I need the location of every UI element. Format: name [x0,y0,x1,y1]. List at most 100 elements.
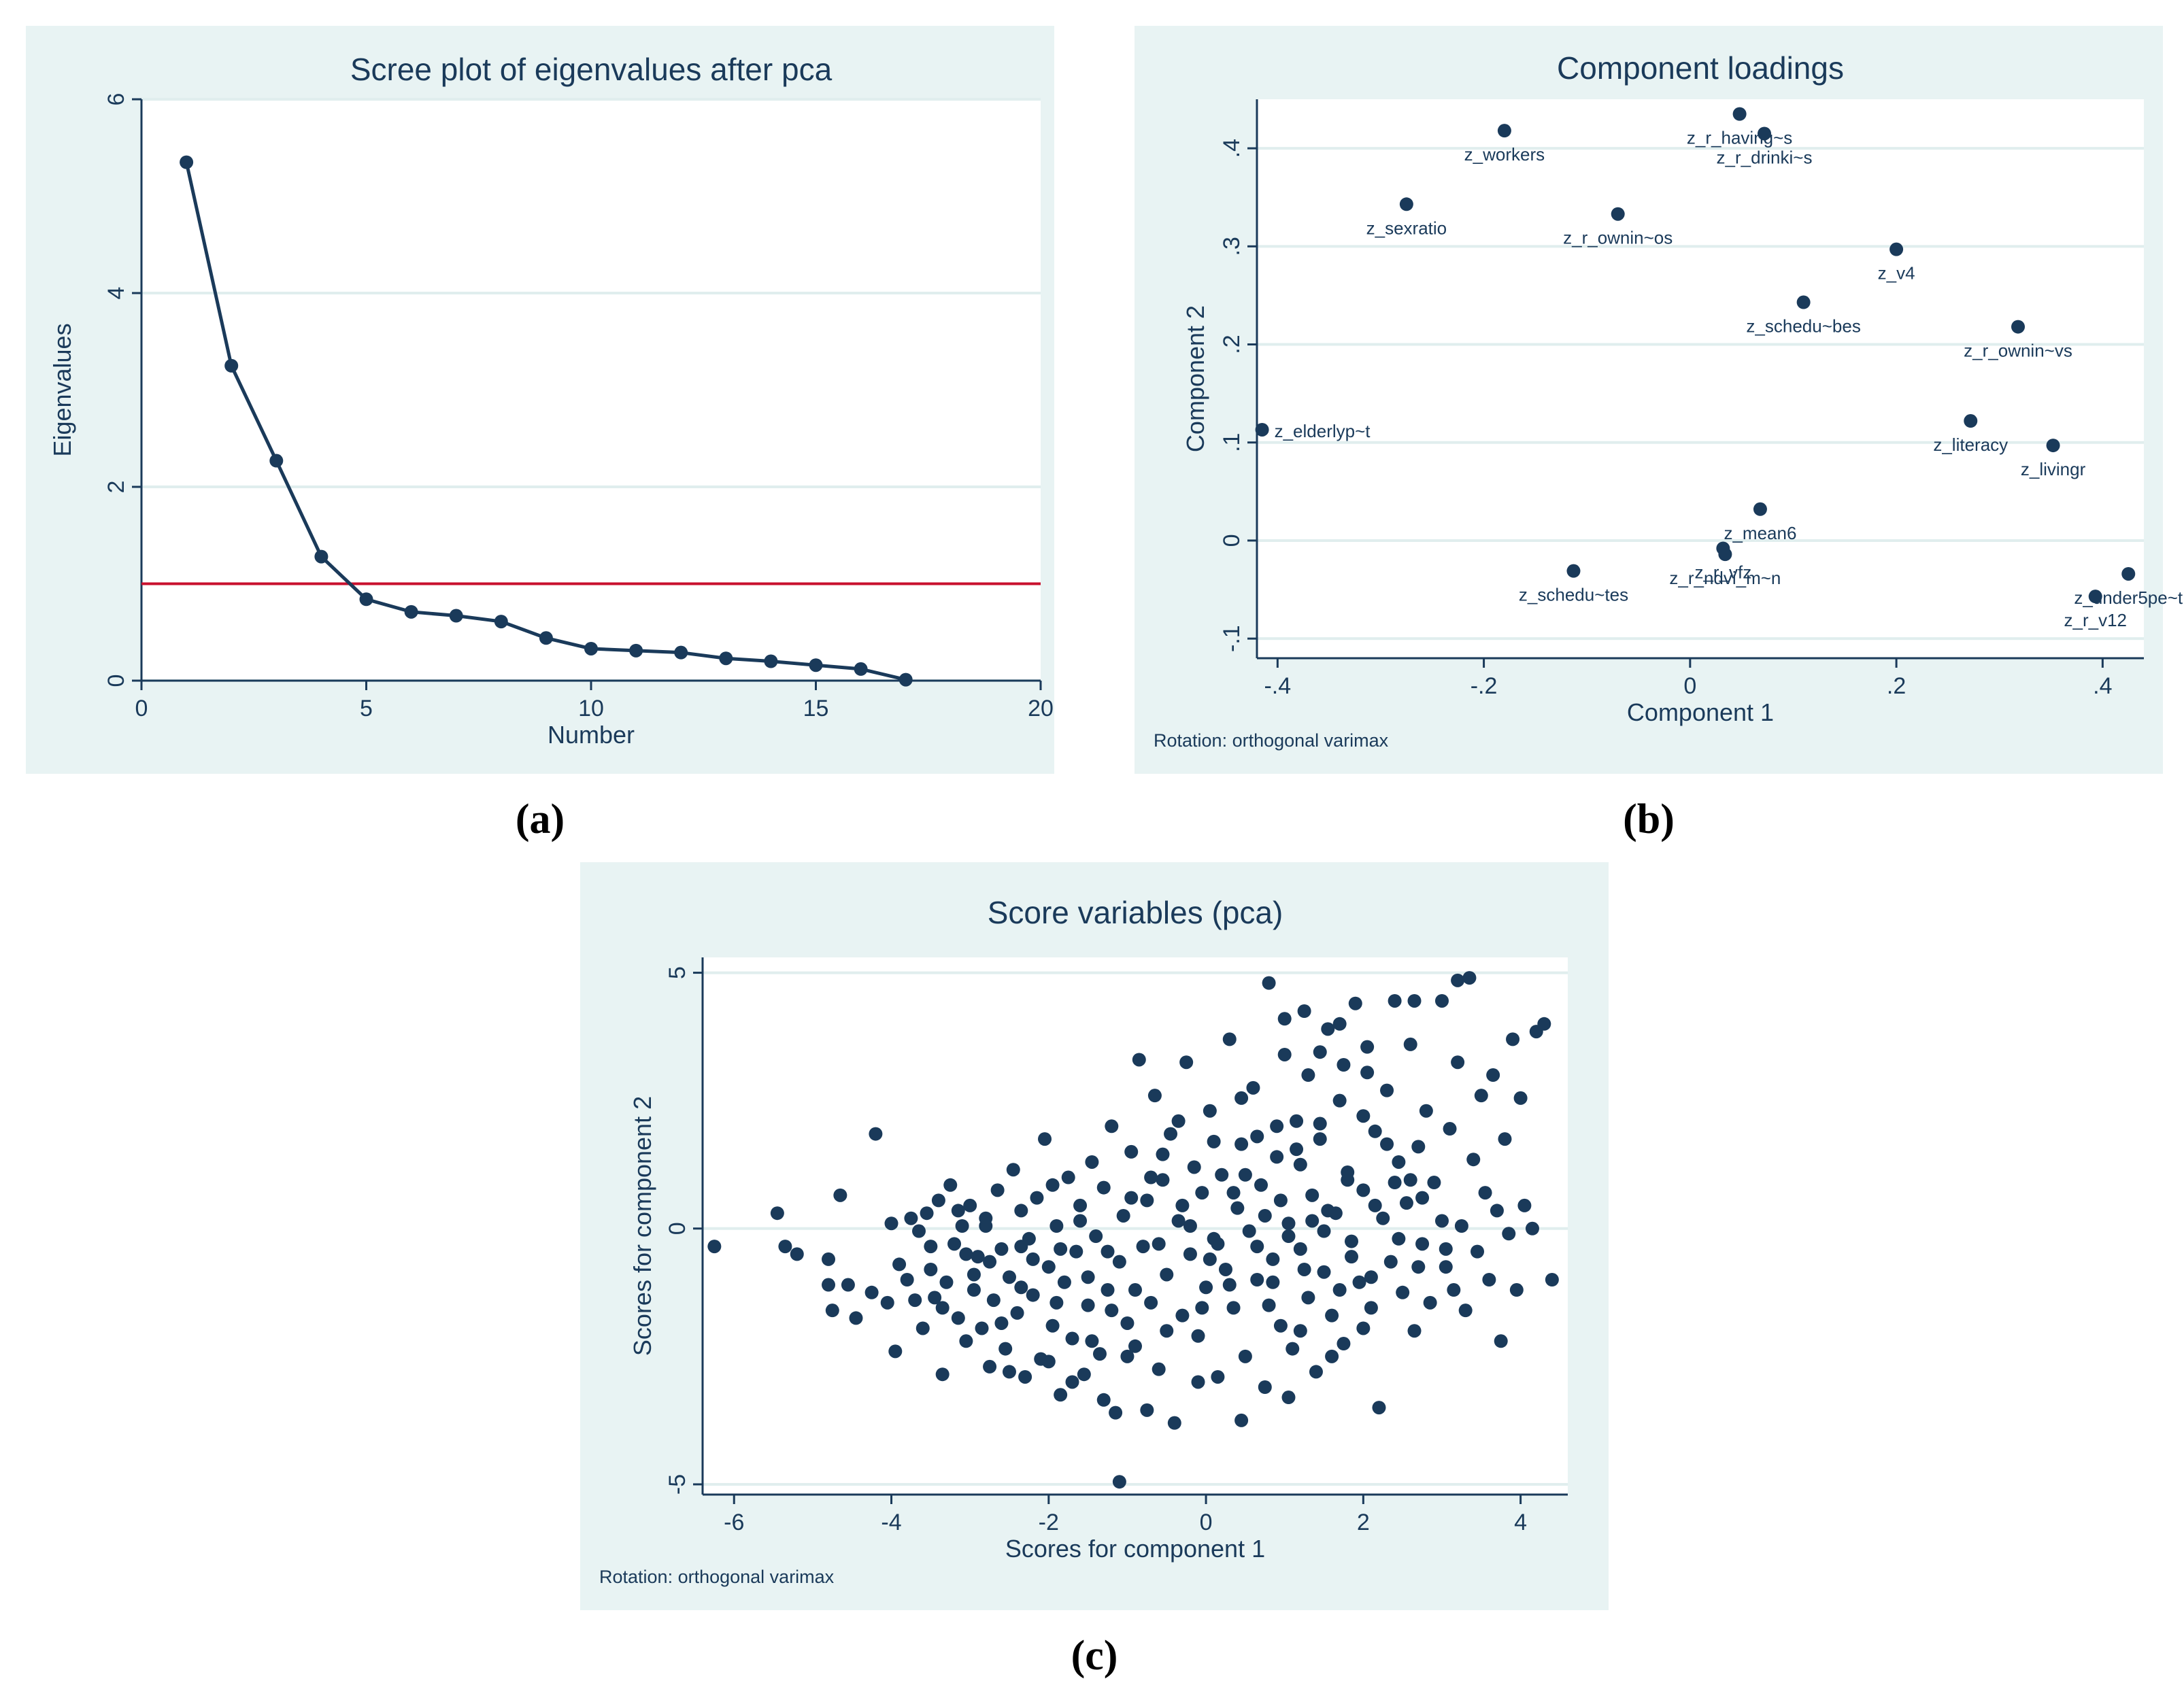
score-point [1156,1173,1170,1187]
y-tick-label: -.1 [1219,625,1245,652]
loading-point [1753,502,1767,516]
loading-point [1758,126,1772,141]
score-point [770,1206,784,1221]
chart-title: Component loadings [1557,50,1844,86]
score-point [1434,993,1449,1008]
x-tick-label: 20 [1028,696,1054,721]
eigenvalue-point [269,454,284,468]
score-point [1002,1270,1016,1284]
score-point [1156,1147,1170,1161]
score-point [1301,1068,1315,1083]
y-tick-label: 6 [103,93,129,106]
loading-label: z_schedu~bes [1746,316,1860,337]
score-point [1348,996,1362,1010]
score-point [951,1204,965,1218]
score-point [998,1342,1013,1356]
score-point [1399,1196,1413,1210]
score-point [1537,1017,1551,1031]
x-tick-label: .4 [2093,673,2112,699]
score-point [1494,1334,1508,1348]
score-point [1372,1401,1386,1415]
loading-label: z_r_drinki~s [1717,147,1813,167]
loading-label: z_r_having~s [1687,128,1792,148]
score-point [1199,1280,1213,1295]
score-point [1105,1119,1119,1134]
score-point [1356,1183,1371,1197]
eigenvalue-point [539,631,553,645]
score-point [1376,1211,1390,1225]
score-point [1262,1298,1276,1312]
score-point [1368,1124,1382,1138]
score-point [931,1193,945,1208]
score-point [790,1247,804,1261]
score-point [1096,1180,1111,1195]
score-point [1136,1240,1150,1254]
score-point [1246,1080,1260,1095]
score-point [1545,1273,1559,1286]
score-point [1211,1237,1225,1251]
score-point [1293,1242,1307,1256]
x-axis-label: Number [548,721,635,749]
score-point [1191,1329,1205,1343]
y-tick-label: 0 [665,1222,690,1235]
score-point [1191,1375,1205,1389]
score-point [1321,1022,1335,1036]
score-point [1128,1339,1142,1353]
score-point [833,1188,847,1202]
score-point [939,1275,954,1289]
score-point [1195,1301,1209,1315]
score-point [1112,1475,1126,1489]
score-point [1364,1270,1378,1284]
x-axis-label: Component 1 [1627,698,1774,726]
score-point [841,1278,855,1292]
eigenvalue-point [224,358,239,373]
score-point [1486,1068,1500,1083]
score-point [1234,1091,1249,1105]
eigenvalue-point [314,549,329,564]
loadings-plot: -.1 0 .1 .2 .3 .4 -.4 -.2 0 .2 .4 Component loading… [1154,50,2183,751]
score-point [1317,1265,1331,1279]
score-point [1187,1160,1201,1174]
score-point [1266,1252,1280,1266]
score-point [864,1285,879,1299]
score-point [1509,1283,1524,1297]
score-point [1183,1219,1197,1233]
chart-note: Rotation: orthogonal varimax [1154,730,1389,751]
score-point [1160,1267,1174,1282]
score-point [1525,1221,1539,1236]
score-point [1498,1132,1512,1146]
panel-b: -.1 0 .1 .2 .3 .4 -.4 -.2 0 .2 .4 Component loading… [1135,26,2183,774]
score-point [1014,1280,1028,1295]
loading-label: z_mean6 [1724,523,1796,543]
score-point [1262,976,1276,990]
y-axis-label: Scores for component 2 [628,1096,656,1356]
score-point [1112,1255,1126,1269]
score-point [1478,1186,1492,1200]
score-point [908,1293,922,1308]
chart-title: Scree plot of eigenvalues after pca [350,52,833,87]
score-point [1411,1260,1426,1274]
x-tick-label: -6 [724,1510,744,1535]
score-point [1281,1216,1296,1231]
score-point [979,1219,993,1233]
loading-label: z_r_ownin~vs [1964,341,2072,361]
score-point [1506,1032,1520,1046]
eigenvalue-point [180,155,194,169]
score-point [1077,1367,1091,1382]
score-point [994,1316,1009,1330]
score-point [1140,1193,1154,1208]
score-point [990,1183,1005,1197]
score-point [1140,1403,1154,1417]
y-tick-label: 4 [103,287,129,300]
score-point [1293,1324,1307,1338]
score-point [1203,1104,1217,1118]
loading-label: z_elderlyp~t [1275,421,1371,441]
score-point [1171,1214,1186,1228]
score-point [912,1224,926,1238]
eigenvalue-point [674,645,688,660]
score-point [1258,1208,1272,1223]
loading-point [1611,207,1625,221]
score-point [1281,1229,1296,1244]
score-point [1041,1260,1056,1274]
loading-label: z_livingr [2021,459,2086,479]
